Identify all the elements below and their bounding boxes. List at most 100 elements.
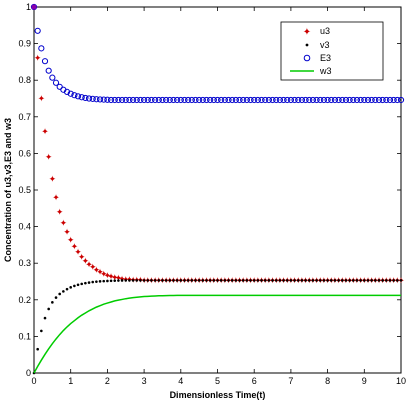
data-point [142, 279, 146, 282]
data-point [141, 96, 148, 104]
data-point: ✦ [107, 271, 115, 281]
data-point: ✦ [60, 218, 68, 228]
data-point [284, 96, 291, 104]
data-point [192, 96, 199, 104]
data-point [372, 96, 379, 104]
data-point [267, 279, 271, 282]
series-w3 [33, 294, 401, 374]
data-point [331, 96, 339, 104]
data-point [249, 279, 252, 282]
data-point [118, 96, 126, 104]
data-point [287, 96, 294, 104]
data-point [133, 96, 140, 104]
data-point [186, 279, 190, 282]
data-point: ✦ [104, 270, 112, 280]
data-point [51, 301, 54, 304]
legend-label-v3: v3 [320, 40, 330, 50]
data-point [170, 96, 177, 104]
data-point [87, 281, 91, 284]
data-point: ✦ [34, 53, 42, 63]
data-point [175, 279, 179, 282]
data-point [223, 279, 227, 282]
data-point: ✦ [74, 247, 82, 257]
data-point [65, 287, 69, 291]
data-point [76, 283, 80, 287]
data-point [74, 93, 82, 100]
x-tick-label: 6 [252, 376, 257, 386]
data-point [289, 279, 293, 282]
data-point [241, 279, 245, 282]
data-point [137, 96, 144, 104]
data-point [69, 286, 72, 289]
data-point [52, 79, 60, 86]
y-tick-label: 1 [26, 2, 31, 12]
y-tick-label: 0.8 [18, 75, 31, 85]
data-point [234, 279, 238, 282]
data-point [309, 96, 317, 104]
data-point: ✦ [96, 267, 104, 277]
data-point [342, 96, 350, 104]
data-point [91, 280, 95, 284]
y-tick-label: 0.2 [18, 295, 31, 305]
data-point [159, 96, 166, 104]
data-point [63, 88, 71, 96]
data-point [166, 96, 173, 104]
y-tick-label: 0 [26, 368, 31, 378]
data-point [161, 279, 164, 282]
x-tick-label: 0 [31, 376, 36, 386]
data-point: ✦ [78, 252, 86, 262]
data-point [298, 96, 306, 104]
data-point [265, 96, 272, 104]
legend-marker-star: ✦ [303, 27, 311, 38]
data-point [128, 279, 131, 282]
data-point [188, 96, 195, 104]
data-point [102, 279, 106, 283]
data-point [280, 96, 287, 104]
data-point: ✦ [45, 152, 53, 162]
legend-label-e3: E3 [320, 53, 331, 63]
data-point [370, 279, 373, 282]
data-point [348, 279, 351, 282]
data-point [36, 347, 39, 351]
data-point [153, 279, 157, 282]
data-point [306, 96, 313, 104]
data-point [320, 96, 328, 104]
data-point [183, 279, 186, 282]
data-point: ✦ [115, 273, 123, 283]
data-point [199, 96, 206, 104]
data-point: ✦ [89, 262, 97, 272]
data-point [43, 316, 47, 320]
data-point [335, 96, 342, 104]
data-point [318, 279, 322, 282]
data-point [73, 284, 76, 288]
data-point [399, 279, 403, 282]
data-point [322, 279, 326, 282]
legend-entry-v3: v3 [305, 40, 330, 50]
data-point [243, 96, 250, 104]
data-point [388, 279, 392, 282]
data-point [240, 96, 247, 104]
data-point: ✦ [100, 269, 108, 279]
x-tick-label: 2 [105, 376, 110, 386]
x-tick-label: 5 [215, 376, 220, 386]
data-point [252, 279, 256, 282]
data-point [98, 280, 102, 283]
data-point [379, 96, 386, 104]
data-point [131, 279, 135, 282]
x-tick-label: 3 [142, 376, 147, 386]
data-point [106, 279, 109, 283]
data-point [337, 279, 340, 282]
data-point [350, 96, 357, 104]
data-point [392, 279, 395, 282]
legend-entry-e3: E3 [303, 53, 331, 63]
start-point [31, 4, 37, 10]
data-point [353, 96, 361, 104]
data-point [390, 96, 397, 104]
data-point [238, 279, 241, 282]
data-point [174, 96, 181, 104]
data-point [82, 94, 89, 102]
data-point [168, 279, 172, 282]
data-point [185, 96, 192, 104]
data-point [366, 279, 370, 282]
data-point [179, 279, 183, 282]
